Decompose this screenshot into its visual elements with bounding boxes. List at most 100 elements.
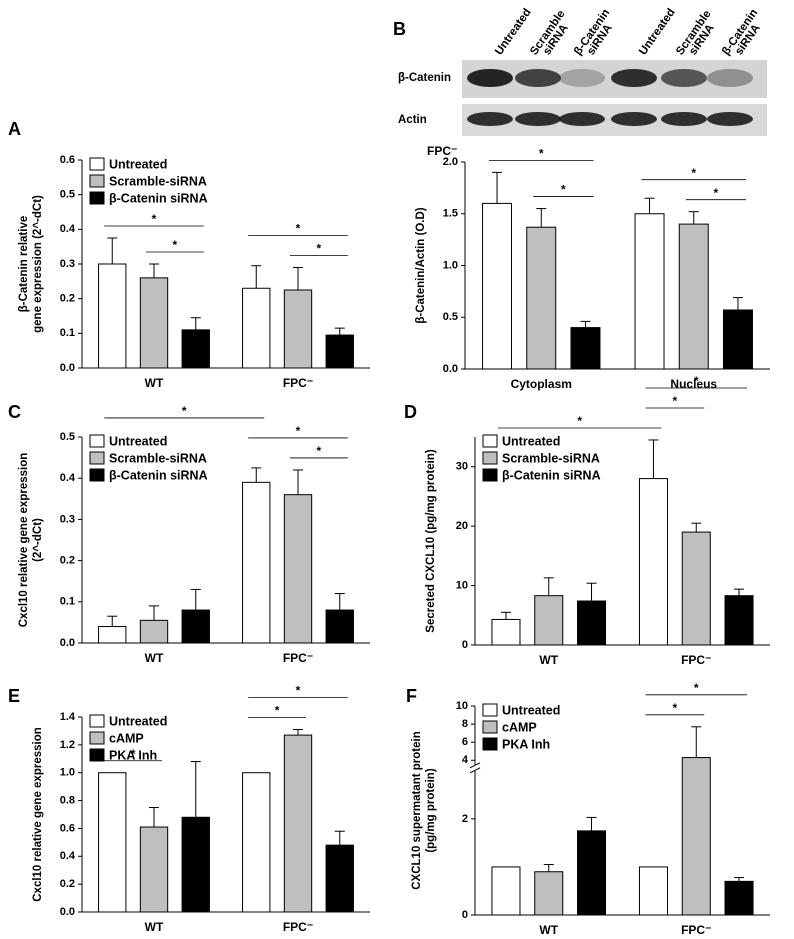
row-label: Actin — [398, 114, 427, 126]
y-axis-label: Secreted CXCL10 (pg/mg protein) — [425, 449, 437, 633]
bar — [325, 334, 354, 369]
bar — [98, 263, 127, 369]
legend-label: β-Catenin siRNA — [502, 468, 601, 482]
bar — [681, 757, 711, 916]
bar — [242, 287, 271, 369]
x-tick-label: WT — [145, 651, 164, 665]
legend-label: Scramble-siRNA — [109, 174, 207, 188]
y-tick-label: 0.2 — [60, 555, 75, 567]
x-tick-label: FPC⁻ — [681, 923, 711, 937]
legend-swatch — [482, 720, 498, 734]
bar — [482, 202, 513, 370]
x-tick-label: FPC⁻ — [681, 653, 711, 667]
blot-band — [515, 69, 561, 87]
bar — [724, 595, 754, 646]
legend-label: cAMP — [502, 720, 537, 734]
significance-label: * — [691, 166, 696, 180]
y-axis-label: gene expression (2^-dCt) — [32, 195, 44, 333]
y-tick-label: 0.6 — [60, 154, 75, 166]
legend-swatch — [89, 714, 105, 728]
y-tick-label: 0.1 — [60, 327, 75, 339]
bar — [283, 289, 313, 369]
x-tick-label: FPC⁻ — [283, 920, 313, 934]
legend-label: Untreated — [502, 434, 560, 448]
bar — [570, 327, 601, 370]
y-tick-label: 8 — [462, 718, 468, 730]
bar — [681, 531, 711, 646]
blot-band — [559, 112, 605, 126]
blot-band — [515, 112, 561, 126]
bar — [139, 826, 169, 913]
y-tick-label: 10 — [456, 579, 468, 591]
y-tick-label: 0.5 — [60, 189, 75, 201]
bar — [634, 213, 665, 370]
significance-label: * — [131, 747, 136, 761]
bar — [325, 609, 354, 644]
bar — [724, 880, 754, 916]
panel-letter: F — [406, 686, 417, 706]
significance-label: * — [577, 414, 582, 428]
y-tick-label: 0 — [462, 909, 468, 921]
bar — [139, 619, 169, 644]
y-tick-label: 0.4 — [60, 223, 76, 235]
y-tick-label: 30 — [456, 461, 468, 473]
bar — [534, 871, 564, 916]
legend-label: Untreated — [109, 157, 167, 171]
annotation: FPC⁻ — [427, 144, 457, 158]
y-tick-label: 0.5 — [60, 431, 75, 443]
y-tick-label: 0.0 — [60, 906, 75, 918]
x-tick-label: WT — [539, 923, 558, 937]
y-tick-label: 10 — [456, 700, 468, 712]
legend-label: Untreated — [502, 703, 560, 717]
y-tick-label: 1.0 — [60, 767, 75, 779]
blot-band — [661, 112, 707, 126]
bar — [139, 277, 169, 369]
significance-label: * — [714, 186, 719, 200]
bar — [242, 772, 271, 913]
significance-label: * — [673, 394, 678, 408]
legend-label: Untreated — [109, 434, 167, 448]
legend-label: Untreated — [109, 714, 167, 728]
legend-swatch — [89, 451, 105, 465]
y-axis-label: CXCL10 supermatant protein — [411, 731, 423, 889]
bar — [577, 600, 607, 646]
bar — [181, 816, 210, 913]
panel-letter: D — [404, 402, 417, 422]
significance-label: * — [317, 242, 322, 256]
legend-swatch — [89, 731, 105, 745]
significance-label: * — [296, 222, 301, 236]
y-tick-label: 0 — [462, 639, 468, 651]
significance-label: * — [694, 681, 699, 695]
blot-band — [611, 69, 657, 87]
y-tick-label: 0.5 — [443, 311, 458, 323]
panel-letter: E — [8, 686, 20, 706]
bar — [181, 329, 210, 369]
bar — [283, 494, 313, 644]
significance-label: * — [182, 404, 187, 418]
y-axis-label: β-Catenin relative — [18, 216, 30, 313]
blot-band — [559, 69, 605, 87]
legend-swatch — [89, 157, 105, 171]
significance-label: * — [317, 444, 322, 458]
x-tick-label: FPC⁻ — [283, 651, 313, 665]
y-tick-label: 0.3 — [60, 513, 75, 525]
y-tick-label: 0.6 — [60, 822, 75, 834]
blot-band — [467, 69, 513, 87]
legend-swatch — [89, 748, 105, 762]
y-axis-label: Cxcl10 relative gene expression — [32, 727, 44, 902]
y-tick-label: 0.4 — [60, 472, 76, 484]
blot-band — [661, 69, 707, 87]
y-tick-label: 0.3 — [60, 258, 75, 270]
x-tick-label: WT — [145, 920, 164, 934]
y-tick-label: 0.0 — [60, 362, 75, 374]
legend-label: PKA Inh — [109, 748, 157, 762]
legend-label: β-Catenin siRNA — [109, 468, 208, 482]
significance-label: * — [673, 701, 678, 715]
y-tick-label: 0.0 — [443, 363, 458, 375]
bar — [678, 223, 709, 370]
legend-swatch — [89, 191, 105, 205]
bar — [491, 618, 521, 646]
significance-label: * — [152, 212, 157, 226]
blot-band — [611, 112, 657, 126]
y-tick-label: 0.0 — [60, 637, 75, 649]
